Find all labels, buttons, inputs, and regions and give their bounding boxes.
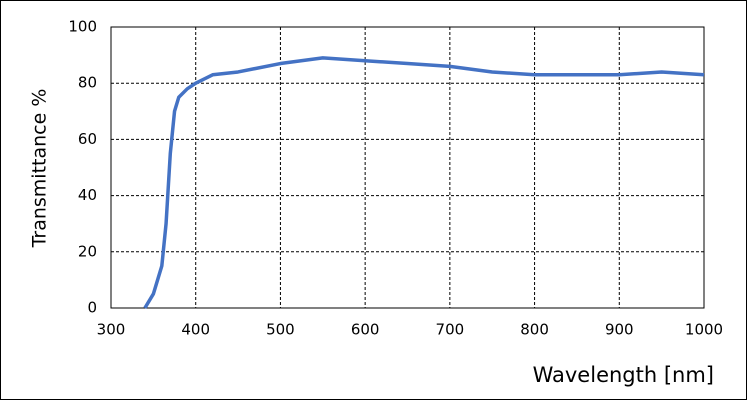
y-tick-label: 0 [87,299,97,317]
x-axis-label: Wavelength [nm] [533,363,714,387]
x-tick-label: 300 [97,321,126,339]
y-tick-label: 100 [68,18,97,36]
y-axis-label: Transmittance % [29,89,51,249]
y-tick-label: 80 [78,74,97,92]
y-tick-label: 60 [78,130,97,148]
x-tick-label: 700 [436,321,465,339]
x-tick-label: 900 [605,321,634,339]
x-tick-label: 500 [266,321,295,339]
x-tick-label: 1000 [685,321,723,339]
x-tick-label: 600 [351,321,380,339]
y-tick-label: 20 [78,242,97,260]
x-tick-label: 400 [181,321,210,339]
x-tick-label: 800 [520,321,549,339]
y-tick-label: 40 [78,186,97,204]
plot-border [110,26,705,309]
data-line [143,56,705,309]
